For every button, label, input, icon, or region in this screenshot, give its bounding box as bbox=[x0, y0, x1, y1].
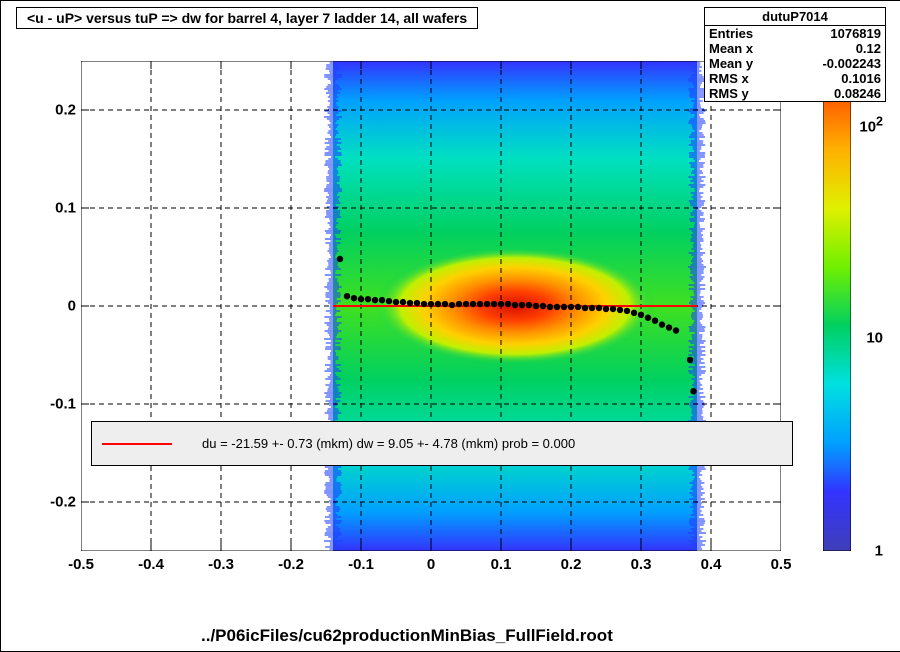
stats-row: RMS y0.08246 bbox=[705, 86, 885, 101]
xtick-label: 0.1 bbox=[491, 556, 512, 573]
stats-box: dutuP7014 Entries1076819Mean x0.12Mean y… bbox=[704, 7, 886, 102]
xtick-label: -0.4 bbox=[138, 556, 164, 573]
xtick-label: 0.3 bbox=[631, 556, 652, 573]
stats-row: RMS x0.1016 bbox=[705, 71, 885, 86]
xtick-label: 0.2 bbox=[561, 556, 582, 573]
xtick-label: -0.3 bbox=[208, 556, 234, 573]
ytick-label: -0.1 bbox=[50, 396, 76, 413]
root-canvas: <u - uP> versus tuP => dw for barrel 4, … bbox=[0, 0, 900, 652]
legend-line-icon bbox=[102, 443, 172, 445]
plot-title: <u - uP> versus tuP => dw for barrel 4, … bbox=[16, 7, 478, 29]
xtick-label: 0 bbox=[427, 556, 435, 573]
ytick-label: 0.1 bbox=[55, 200, 76, 217]
ytick-label: -0.2 bbox=[50, 494, 76, 511]
fit-legend: du = -21.59 +- 0.73 (mkm) dw = 9.05 +- 4… bbox=[91, 421, 793, 466]
colorbar bbox=[823, 61, 851, 551]
xtick-label: -0.2 bbox=[278, 556, 304, 573]
file-path: ../P06icFiles/cu62productionMinBias_Full… bbox=[201, 626, 613, 646]
colorbar-tick: 102 bbox=[859, 115, 883, 136]
stats-row: Mean y-0.002243 bbox=[705, 56, 885, 71]
colorbar-tick: 10 bbox=[866, 330, 883, 347]
stats-row: Entries1076819 bbox=[705, 26, 885, 41]
legend-text: du = -21.59 +- 0.73 (mkm) dw = 9.05 +- 4… bbox=[202, 436, 575, 451]
ytick-label: 0 bbox=[68, 298, 76, 315]
xtick-label: -0.1 bbox=[348, 556, 374, 573]
xtick-label: 0.5 bbox=[771, 556, 792, 573]
xtick-label: -0.5 bbox=[68, 556, 94, 573]
stats-name: dutuP7014 bbox=[705, 8, 885, 26]
stats-row: Mean x0.12 bbox=[705, 41, 885, 56]
xtick-label: 0.4 bbox=[701, 556, 722, 573]
plot-area bbox=[81, 61, 781, 551]
colorbar-tick: 1 bbox=[875, 543, 883, 560]
ytick-label: 0.2 bbox=[55, 102, 76, 119]
